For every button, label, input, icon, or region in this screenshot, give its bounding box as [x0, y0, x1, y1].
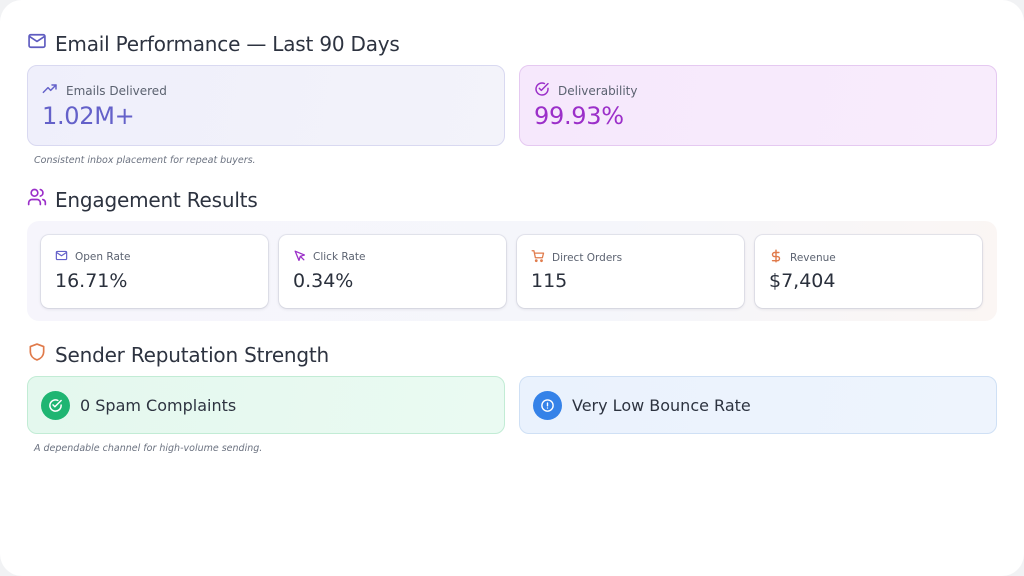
- users-icon: [27, 187, 47, 212]
- check-circle-icon: [41, 391, 70, 420]
- spam-complaints-text: 0 Spam Complaints: [80, 396, 237, 415]
- shopping-cart-icon: [531, 249, 545, 266]
- direct-orders-value: 115: [531, 270, 568, 292]
- open-rate-label: Open Rate: [55, 249, 130, 265]
- emails-delivered-value: 1.02M+: [42, 102, 135, 130]
- cursor-click-icon: [293, 249, 306, 265]
- bounce-rate-text: Very Low Bounce Rate: [572, 396, 751, 415]
- click-rate-value: 0.34%: [293, 270, 354, 292]
- trending-up-icon: [42, 81, 58, 100]
- section-title-text: Email Performance — Last 90 Days: [55, 31, 400, 56]
- deliverability-label: Deliverability: [534, 81, 638, 100]
- emails-delivered-card: Emails Delivered 1.02M+: [27, 65, 505, 146]
- click-rate-label: Click Rate: [293, 249, 365, 265]
- open-rate-value: 16.71%: [55, 270, 128, 292]
- mail-icon: [55, 249, 68, 265]
- email-performance-note: Consistent inbox placement for repeat bu…: [34, 155, 256, 166]
- dollar-icon: [769, 249, 783, 266]
- open-rate-card: Open Rate 16.71%: [41, 235, 268, 308]
- engagement-metrics-panel: Open Rate 16.71% Click Rate 0.34% Direct…: [27, 221, 997, 321]
- section-reputation-title: Sender Reputation Strength: [27, 342, 329, 367]
- alert-circle-icon: [533, 391, 562, 420]
- revenue-card: Revenue $7,404: [755, 235, 982, 308]
- section-engagement-title: Engagement Results: [27, 187, 258, 212]
- deliverability-card: Deliverability 99.93%: [519, 65, 997, 146]
- direct-orders-card: Direct Orders 115: [517, 235, 744, 308]
- mail-icon: [27, 31, 47, 56]
- revenue-label: Revenue: [769, 249, 836, 266]
- emails-delivered-label: Emails Delivered: [42, 81, 167, 100]
- deliverability-value: 99.93%: [534, 102, 624, 130]
- section-email-performance-title: Email Performance — Last 90 Days: [27, 31, 400, 56]
- section-title-text: Sender Reputation Strength: [55, 342, 330, 367]
- check-circle-icon: [534, 81, 550, 100]
- shield-icon: [27, 342, 47, 367]
- direct-orders-label: Direct Orders: [531, 249, 622, 266]
- revenue-value: $7,404: [769, 270, 836, 292]
- section-title-text: Engagement Results: [55, 187, 258, 212]
- bounce-rate-card: Very Low Bounce Rate: [519, 376, 997, 434]
- click-rate-card: Click Rate 0.34%: [279, 235, 506, 308]
- reputation-note: A dependable channel for high-volume sen…: [34, 443, 263, 454]
- spam-complaints-card: 0 Spam Complaints: [27, 376, 505, 434]
